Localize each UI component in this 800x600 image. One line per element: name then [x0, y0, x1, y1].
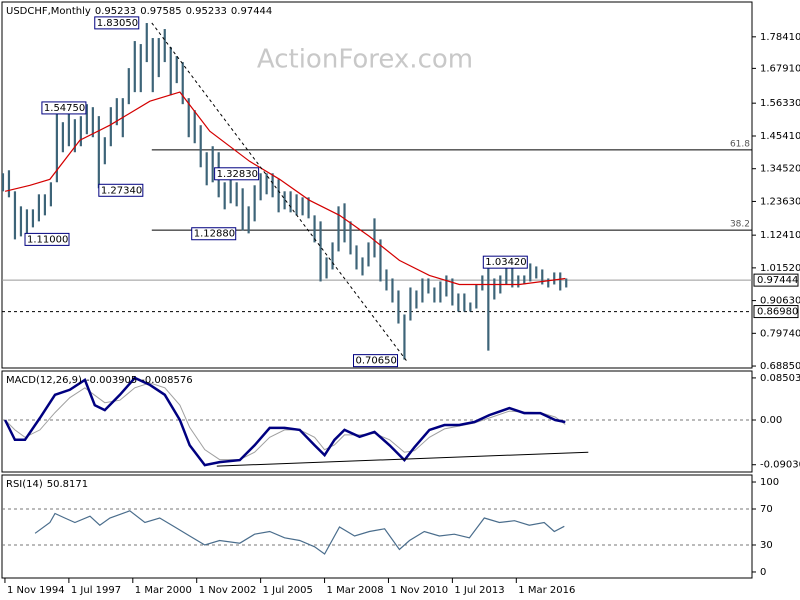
- y-tick-label: -0.090302: [760, 460, 800, 471]
- annotation-label: 1.03420: [485, 257, 526, 268]
- header-value: 0.95233: [95, 6, 136, 17]
- annotation-label: 1.12880: [194, 229, 235, 240]
- level-label-box: [753, 305, 799, 319]
- y-tick-label: 1.78410: [760, 32, 800, 43]
- header-value: 0.97444: [231, 6, 272, 17]
- x-tick-label: 1 Nov 2010: [390, 585, 448, 596]
- y-tick-label: 1.34520: [760, 164, 800, 175]
- annotation-box: [353, 354, 399, 368]
- annotation-label: 0.70650: [356, 356, 397, 367]
- watermark: ActionForex.com: [257, 45, 473, 75]
- panel-header: USDCHF,Monthly 0.95233 0.97585 0.95233 0.974…: [6, 6, 272, 17]
- panel-header: RSI(14) 50.8171: [6, 479, 88, 490]
- annotation-label: 1.11000: [27, 234, 68, 245]
- current-price-box: [753, 273, 799, 287]
- x-tick-label: 1 Jul 2013: [454, 585, 504, 596]
- rsi-panel-frame: [1, 474, 753, 579]
- y-tick-label: 1.45410: [760, 131, 800, 142]
- x-tick-label: 1 Mar 2016: [518, 585, 575, 596]
- panel-title: RSI(14): [6, 479, 43, 490]
- annotation-label: 1.54750: [44, 103, 85, 114]
- y-tick-label: 1.67910: [760, 63, 800, 74]
- panel-header: MACD(12,26,9) -0.003905 -0.008576: [6, 375, 193, 386]
- x-tick-label: 1 Mar 2008: [327, 585, 384, 596]
- annotation-box: [41, 101, 87, 115]
- y-tick-label: 100: [760, 477, 779, 488]
- y-tick-label: 1.23630: [760, 196, 800, 207]
- y-tick-label: 0.00: [760, 415, 782, 426]
- y-tick-label: 1.01520: [760, 263, 800, 274]
- annotation-box: [94, 16, 140, 30]
- header-value: -0.008576: [141, 375, 192, 386]
- current-price-label: 0.97444: [757, 275, 798, 286]
- macd-trend-line: [216, 451, 589, 467]
- macd-main: [3, 376, 566, 467]
- annotation-box: [482, 255, 528, 269]
- fib-label: 61.8: [730, 139, 750, 149]
- macd-panel-frame: [1, 370, 753, 473]
- annotation-label: 1.27340: [101, 185, 142, 196]
- annotation-box: [24, 232, 70, 246]
- header-value: 0.95233: [186, 6, 227, 17]
- y-tick-label: 0.085032: [760, 373, 800, 384]
- annotation-label: 1.32830: [217, 169, 258, 180]
- x-tick-label: 1 Jul 2005: [263, 585, 313, 596]
- annotation-box: [214, 167, 260, 181]
- header-value: -0.003905: [86, 375, 137, 386]
- level-label: 0.86980: [757, 307, 798, 318]
- y-tick-label: 1.12410: [760, 230, 800, 241]
- panel-title: USDCHF,Monthly: [6, 6, 91, 17]
- y-tick-label: 0.79740: [760, 328, 800, 339]
- moving-average: [4, 91, 566, 286]
- x-tick-label: 1 Mar 2000: [135, 585, 192, 596]
- macd-signal: [4, 382, 566, 461]
- y-tick-label: 30: [760, 540, 773, 551]
- y-tick-label: 1.56330: [760, 98, 800, 109]
- header-value: 50.8171: [47, 479, 88, 490]
- x-tick-label: 1 Nov 1994: [7, 585, 65, 596]
- annotation-box: [98, 183, 144, 197]
- x-tick-label: 1 Nov 2002: [199, 585, 257, 596]
- plot-area: [2, 508, 752, 555]
- plot-area: [2, 376, 752, 467]
- fib-label: 38.2: [730, 220, 750, 230]
- x-tick-label: 1 Jul 1997: [71, 585, 121, 596]
- panel-title: MACD(12,26,9): [6, 375, 82, 386]
- y-tick-label: 0.90630: [760, 296, 800, 307]
- header-value: 0.97585: [140, 6, 181, 17]
- y-tick-label: 0.68850: [760, 361, 800, 372]
- y-tick-label: 70: [760, 504, 773, 515]
- plot-area: 1.83050 1.54750 1.27340 1.11000 1.32830 1.128…: [2, 16, 752, 368]
- trend-line: [151, 22, 407, 361]
- annotation-box: [191, 227, 237, 241]
- rsi-line: [34, 510, 565, 555]
- y-tick-label: 0: [760, 567, 766, 578]
- annotation-label: 1.83050: [97, 18, 138, 29]
